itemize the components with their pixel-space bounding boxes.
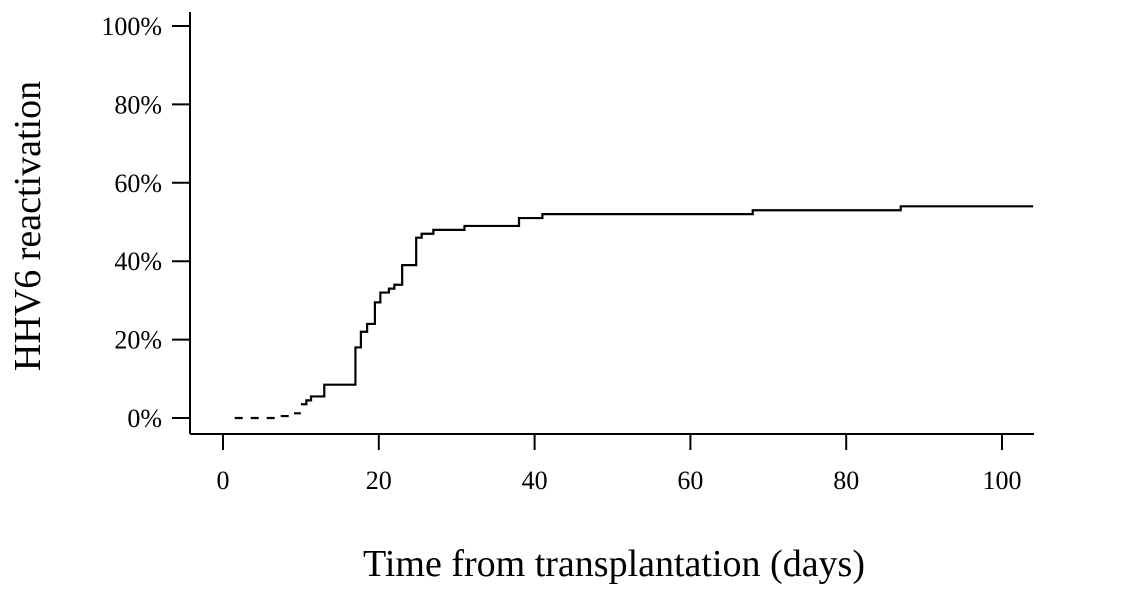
y-axis-ticks: 0% 20% 40% 60% 80% 100% (101, 12, 190, 433)
x-tick-label: 20 (366, 466, 392, 495)
y-tick-label: 100% (101, 12, 162, 41)
y-tick-label: 0% (127, 404, 162, 433)
y-axis-title: HHV6 reactivation (7, 81, 49, 371)
reactivation-step-curve (300, 205, 1034, 406)
plot-area: 0% 20% 40% 60% 80% 100% 0 20 40 60 80 100 (101, 12, 1034, 495)
x-tick-label: 100 (983, 466, 1022, 495)
x-tick-label: 40 (522, 466, 548, 495)
early-dashed-curve (234, 412, 301, 420)
x-tick-label: 60 (677, 466, 703, 495)
x-axis-title: Time from transplantation (days) (363, 543, 865, 585)
x-tick-label: 80 (833, 466, 859, 495)
series-layer (234, 205, 1034, 420)
y-tick-label: 20% (114, 326, 162, 355)
x-tick-label: 0 (217, 466, 230, 495)
x-axis-ticks: 0 20 40 60 80 100 (217, 434, 1022, 495)
y-tick-label: 60% (114, 169, 162, 198)
y-tick-label: 40% (114, 247, 162, 276)
y-tick-label: 80% (114, 90, 162, 119)
